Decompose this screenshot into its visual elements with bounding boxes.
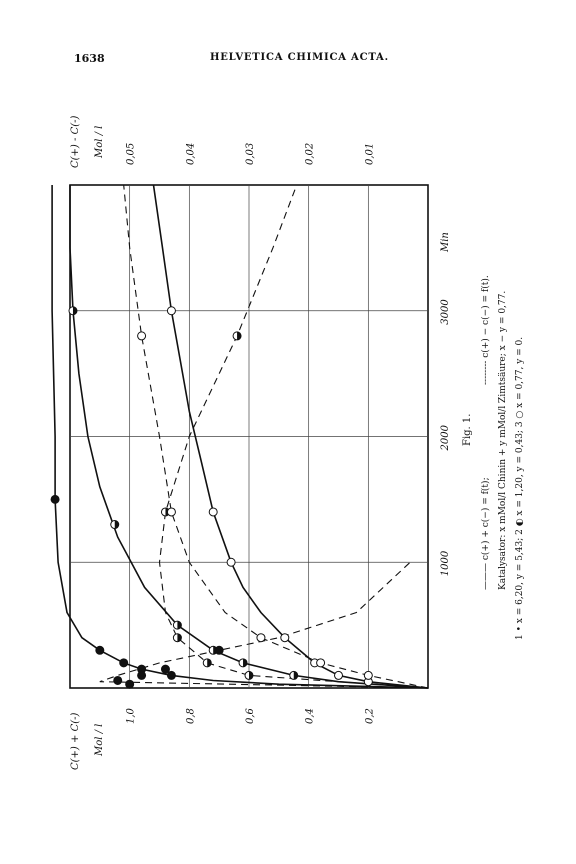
data-point-filled — [95, 645, 105, 655]
data-point-half-fill — [243, 658, 248, 667]
data-point-filled — [50, 494, 60, 504]
data-point-filled — [125, 679, 135, 689]
series-line-1 — [51, 185, 429, 689]
right-axis-tick: 0,02 — [305, 143, 316, 165]
series-line-3-diff — [123, 184, 429, 689]
legend-dashed: -------- c(+) − c(−) = f(t). — [480, 275, 491, 385]
data-point-filled — [166, 670, 176, 680]
left-axis-tick: 1,0 — [126, 707, 137, 724]
right-axis-label: C(+) - C(-) — [70, 115, 81, 168]
x-axis-label: Min — [440, 232, 451, 253]
data-point-half-fill — [237, 331, 242, 340]
series-line-1-diff — [99, 561, 429, 689]
left-axis-tick: 0,8 — [185, 708, 196, 724]
data-point-filled — [113, 675, 123, 685]
page-number: 1638 — [74, 52, 105, 65]
left-axis-tick: 0,2 — [364, 708, 375, 724]
x-tick-label: 3000 — [440, 299, 451, 325]
left-axis-tick: 0,6 — [245, 707, 256, 724]
data-point-half-fill — [207, 658, 212, 667]
legend-catalyst: Katalysator: x mMol/l Chinin + y mMol/l … — [498, 291, 508, 590]
data-point-open — [334, 670, 343, 680]
data-point-half-fill — [177, 621, 182, 630]
data-point-open — [363, 670, 373, 680]
data-point-open — [226, 557, 236, 567]
data-point-half-fill — [72, 306, 77, 315]
data-point-open — [208, 507, 218, 517]
chart-plot: 1000 2000 3000 Min 0,2 0,4 0,6 0,8 1,0 C(+) + C(-… — [50, 115, 525, 770]
right-axis-tick: 0,03 — [245, 143, 256, 165]
right-axis-tick: 0,04 — [185, 143, 196, 165]
legend-solid: ——— c(+) + c(−) = f(t); — [480, 477, 491, 590]
journal-title: HELVETICA CHIMICA ACTA. — [210, 52, 389, 63]
data-point-half-fill — [249, 671, 253, 680]
data-point-filled — [214, 645, 224, 655]
right-axis-tick: 0,01 — [364, 143, 375, 165]
data-point-half-fill — [114, 520, 119, 529]
data-point-open — [316, 658, 326, 668]
left-axis-unit: Mol / l — [94, 724, 105, 757]
x-tick-label: 1000 — [440, 550, 451, 576]
data-point-filled — [137, 670, 147, 680]
left-axis-tick: 0,4 — [305, 708, 316, 724]
data-point-open — [137, 331, 147, 341]
right-axis-tick: 0,05 — [126, 143, 137, 165]
series-line-2-diff — [158, 184, 429, 689]
data-point-half-fill — [293, 671, 298, 680]
legend-series: 1 • x = 6,20, y = 5,43; 2 ◐ x = 1,20, y … — [515, 337, 525, 640]
data-point-filled — [119, 658, 129, 668]
series-line-2 — [69, 185, 429, 689]
figure-caption: Fig. 1. — [462, 414, 473, 446]
data-point-filled — [160, 664, 170, 674]
data-point-open — [166, 306, 176, 316]
data-point-open — [256, 633, 266, 643]
right-axis-unit: Mol / l — [94, 126, 105, 159]
data-point-open — [280, 633, 290, 643]
data-point-open — [166, 507, 176, 517]
x-tick-label: 2000 — [440, 424, 451, 451]
left-axis-label: C(+) + C(-) — [70, 712, 81, 770]
data-point-half-fill — [177, 633, 182, 642]
